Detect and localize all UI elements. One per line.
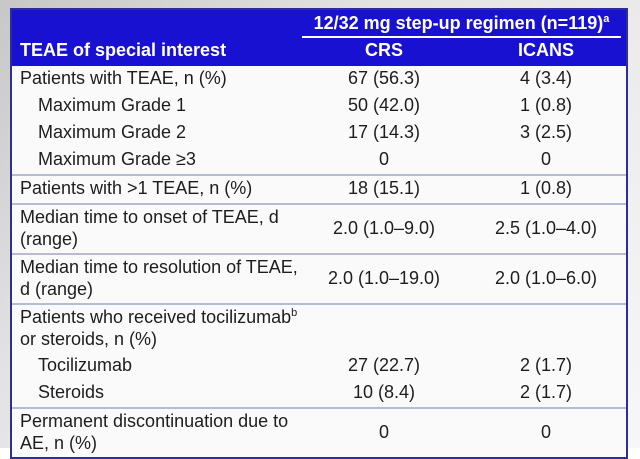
row-label: Maximum Grade 1 xyxy=(12,93,302,120)
table-row: Steroids 10 (8.4) 2 (1.7) xyxy=(12,379,626,407)
crs-value: 2.0 (1.0–9.0) xyxy=(332,217,436,238)
table-row: Patients with TEAE, n (%) 67 (56.3) 4 (3… xyxy=(12,65,626,93)
column-group-row: 12/32 mg step-up regimen (n=119)a xyxy=(12,10,626,38)
table-row: Maximum Grade 2 17 (14.3) 3 (2.5) xyxy=(12,119,626,147)
column-header-row: TEAE of special interest CRS ICANS xyxy=(12,38,626,66)
row-label: Median time to resolution of TEAE, d (ra… xyxy=(12,255,302,303)
table-header: 12/32 mg step-up regimen (n=119)a TEAE o… xyxy=(12,10,626,66)
table-row: Patients who received tocilizumabb or st… xyxy=(12,302,626,353)
row-label-text-after: or steroids, n (%) xyxy=(20,328,158,349)
footnote-marker-a: a xyxy=(603,13,610,25)
column-header-crs: CRS xyxy=(364,39,403,60)
column-header-icans: ICANS xyxy=(517,39,574,60)
row-label-text: Median time to resolution of TEAE, d (ra… xyxy=(20,256,298,299)
icans-value: 2.0 (1.0–6.0) xyxy=(494,267,598,288)
table-row: Patients with >1 TEAE, n (%) 18 (15.1) 1… xyxy=(12,173,626,203)
row-label: Median time to onset of TEAE, d (range) xyxy=(12,205,302,253)
icans-value: 0 xyxy=(540,149,551,170)
icans-value: 1 (0.8) xyxy=(519,178,573,199)
row-label-text: Patients with >1 TEAE, n (%) xyxy=(20,178,253,199)
row-label-text: Tocilizumab xyxy=(38,355,133,376)
icans-value: 1 (0.8) xyxy=(519,95,573,116)
row-label-text: Maximum Grade ≥3 xyxy=(38,149,196,170)
table-body: Patients with TEAE, n (%) 67 (56.3) 4 (3… xyxy=(12,65,626,457)
teae-table: 12/32 mg step-up regimen (n=119)a TEAE o… xyxy=(10,8,628,459)
crs-value: 0 xyxy=(378,421,389,442)
column-group-title: 12/32 mg step-up regimen (n=119)a xyxy=(302,13,621,38)
row-label-text: Maximum Grade 1 xyxy=(38,95,187,116)
table-row: Median time to onset of TEAE, d (range) … xyxy=(12,202,626,253)
table-row: Maximum Grade ≥3 0 0 xyxy=(12,146,626,174)
crs-value: 67 (56.3) xyxy=(347,68,421,89)
column-header-teae: TEAE of special interest xyxy=(20,39,227,60)
crs-value xyxy=(302,305,466,353)
crs-value: 27 (22.7) xyxy=(347,355,421,376)
row-label-text: Patients with TEAE, n (%) xyxy=(20,68,227,89)
row-label-text: Steroids xyxy=(38,382,105,403)
row-label: Tocilizumab xyxy=(12,353,302,380)
icans-value: 2 (1.7) xyxy=(519,382,573,403)
row-label: Patients with TEAE, n (%) xyxy=(12,66,302,93)
icans-value: 0 xyxy=(540,421,551,442)
crs-value: 0 xyxy=(378,149,389,170)
row-label: Permanent discontinuation due to AE, n (… xyxy=(12,409,302,457)
icans-value xyxy=(466,305,626,353)
row-label: Steroids xyxy=(12,380,302,407)
row-label: Patients with >1 TEAE, n (%) xyxy=(12,176,302,203)
row-label-text: Permanent discontinuation due to AE, n (… xyxy=(20,410,289,453)
row-label-text: Median time to onset of TEAE, d (range) xyxy=(20,206,279,249)
footnote-marker: b xyxy=(291,306,298,319)
table-row: Tocilizumab 27 (22.7) 2 (1.7) xyxy=(12,352,626,380)
icans-value: 2.5 (1.0–4.0) xyxy=(494,217,598,238)
crs-value: 2.0 (1.0–19.0) xyxy=(327,267,441,288)
table-row: Median time to resolution of TEAE, d (ra… xyxy=(12,252,626,303)
crs-value: 50 (42.0) xyxy=(347,95,421,116)
crs-value: 17 (14.3) xyxy=(347,122,421,143)
crs-value: 18 (15.1) xyxy=(347,178,421,199)
table-row: Permanent discontinuation due to AE, n (… xyxy=(12,406,626,457)
row-label: Maximum Grade 2 xyxy=(12,120,302,147)
row-label: Patients who received tocilizumabb or st… xyxy=(12,305,302,353)
row-label: Maximum Grade ≥3 xyxy=(12,147,302,174)
header-corner-spacer xyxy=(12,13,302,38)
row-label-text: Maximum Grade 2 xyxy=(38,122,187,143)
icans-value: 4 (3.4) xyxy=(519,68,573,89)
column-group-title-text: 12/32 mg step-up regimen (n=119) xyxy=(313,13,604,33)
icans-value: 3 (2.5) xyxy=(519,122,573,143)
icans-value: 2 (1.7) xyxy=(519,355,573,376)
crs-value: 10 (8.4) xyxy=(352,382,416,403)
row-label-text: Patients who received tocilizumab xyxy=(20,306,292,327)
table-row: Maximum Grade 1 50 (42.0) 1 (0.8) xyxy=(12,92,626,120)
